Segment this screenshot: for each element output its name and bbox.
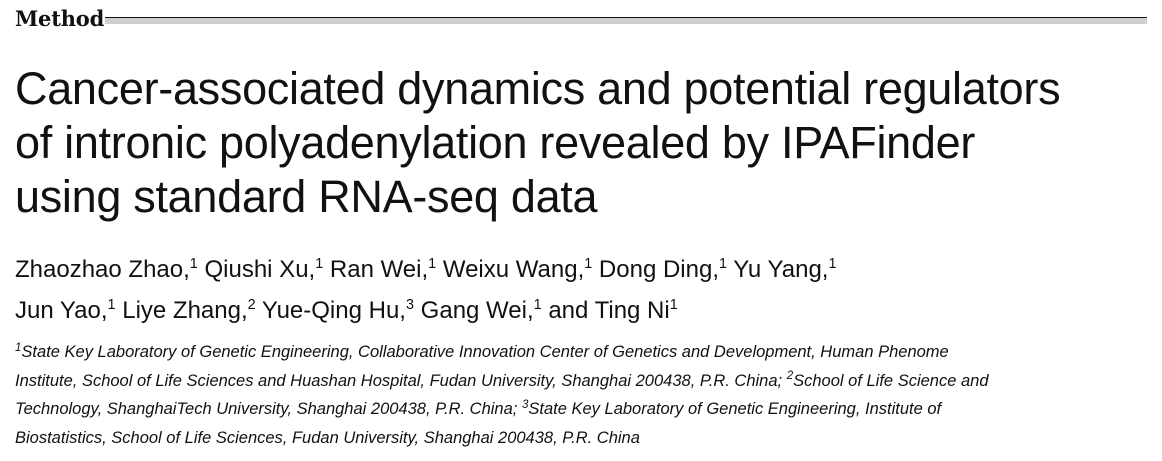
affiliation-line: Institute, School of Life Sciences and H… bbox=[15, 368, 1155, 397]
author-name: Jun Yao, bbox=[15, 297, 108, 324]
author-name: Yu Yang, bbox=[733, 256, 829, 283]
title-line: of intronic polyadenylation revealed by … bbox=[15, 117, 976, 168]
author-name: Dong Ding, bbox=[598, 256, 719, 283]
affiliation-line: Biostatistics, School of Life Sciences, … bbox=[15, 425, 1155, 452]
affiliation-line: 1State Key Laboratory of Genetic Enginee… bbox=[15, 339, 1155, 368]
author-affiliation-mark: 1 bbox=[669, 296, 678, 313]
affiliation-text: School of Life Science and bbox=[793, 371, 989, 390]
affiliation-text: State Key Laboratory of Genetic Engineer… bbox=[528, 400, 942, 418]
author-affiliation-mark: 1 bbox=[189, 255, 198, 272]
affiliation-line: Technology, ShanghaiTech University, Sha… bbox=[15, 396, 1155, 425]
author-affiliation-mark: 1 bbox=[584, 255, 593, 272]
affiliation-text: State Key Laboratory of Genetic Engineer… bbox=[21, 343, 949, 361]
title-line: using standard RNA-seq data bbox=[15, 171, 598, 222]
author-name: Qiushi Xu, bbox=[204, 256, 316, 283]
author-name: Gang Wei, bbox=[420, 297, 534, 324]
affiliation-text: Biostatistics, School of Life Sciences, … bbox=[15, 428, 640, 447]
author-name: and Ting Ni bbox=[548, 297, 670, 324]
affiliation-list: 1State Key Laboratory of Genetic Enginee… bbox=[15, 339, 1155, 451]
author-name: Zhaozhao Zhao, bbox=[15, 256, 190, 283]
author-affiliation-mark: 1 bbox=[719, 255, 728, 272]
author-name: Liye Zhang, bbox=[122, 297, 248, 324]
author-affiliation-mark: 2 bbox=[247, 296, 256, 313]
author-affiliation-mark: 1 bbox=[533, 296, 542, 313]
author-name: Ran Wei, bbox=[329, 256, 429, 283]
affiliation-mark: 2 bbox=[786, 370, 794, 383]
affiliation-text: Technology, ShanghaiTech University, Sha… bbox=[15, 400, 522, 418]
author-affiliation-mark: 1 bbox=[428, 255, 437, 272]
author-name: Yue-Qing Hu, bbox=[261, 297, 406, 324]
author-line: Zhaozhao Zhao,1 Qiushi Xu,1 Ran Wei,1 We… bbox=[15, 251, 1155, 292]
author-affiliation-mark: 1 bbox=[107, 296, 116, 313]
section-divider bbox=[105, 17, 1147, 24]
author-affiliation-mark: 1 bbox=[828, 255, 837, 272]
author-line: Jun Yao,1 Liye Zhang,2 Yue-Qing Hu,3 Gan… bbox=[15, 292, 1155, 333]
title-line: Cancer-associated dynamics and potential… bbox=[15, 63, 1061, 114]
affiliation-mark: 1 bbox=[15, 341, 22, 354]
author-name: Weixu Wang, bbox=[442, 256, 585, 283]
affiliation-text: Institute, School of Life Sciences and H… bbox=[15, 371, 787, 390]
affiliation-mark: 3 bbox=[521, 398, 529, 411]
author-list: Zhaozhao Zhao,1 Qiushi Xu,1 Ran Wei,1 We… bbox=[15, 251, 1155, 333]
paper-title: Cancer-associated dynamics and potential… bbox=[15, 62, 1155, 224]
section-label: Method bbox=[15, 6, 105, 31]
section-header: Method bbox=[15, 4, 1147, 34]
author-affiliation-mark: 1 bbox=[315, 255, 324, 272]
author-affiliation-mark: 3 bbox=[405, 296, 414, 313]
